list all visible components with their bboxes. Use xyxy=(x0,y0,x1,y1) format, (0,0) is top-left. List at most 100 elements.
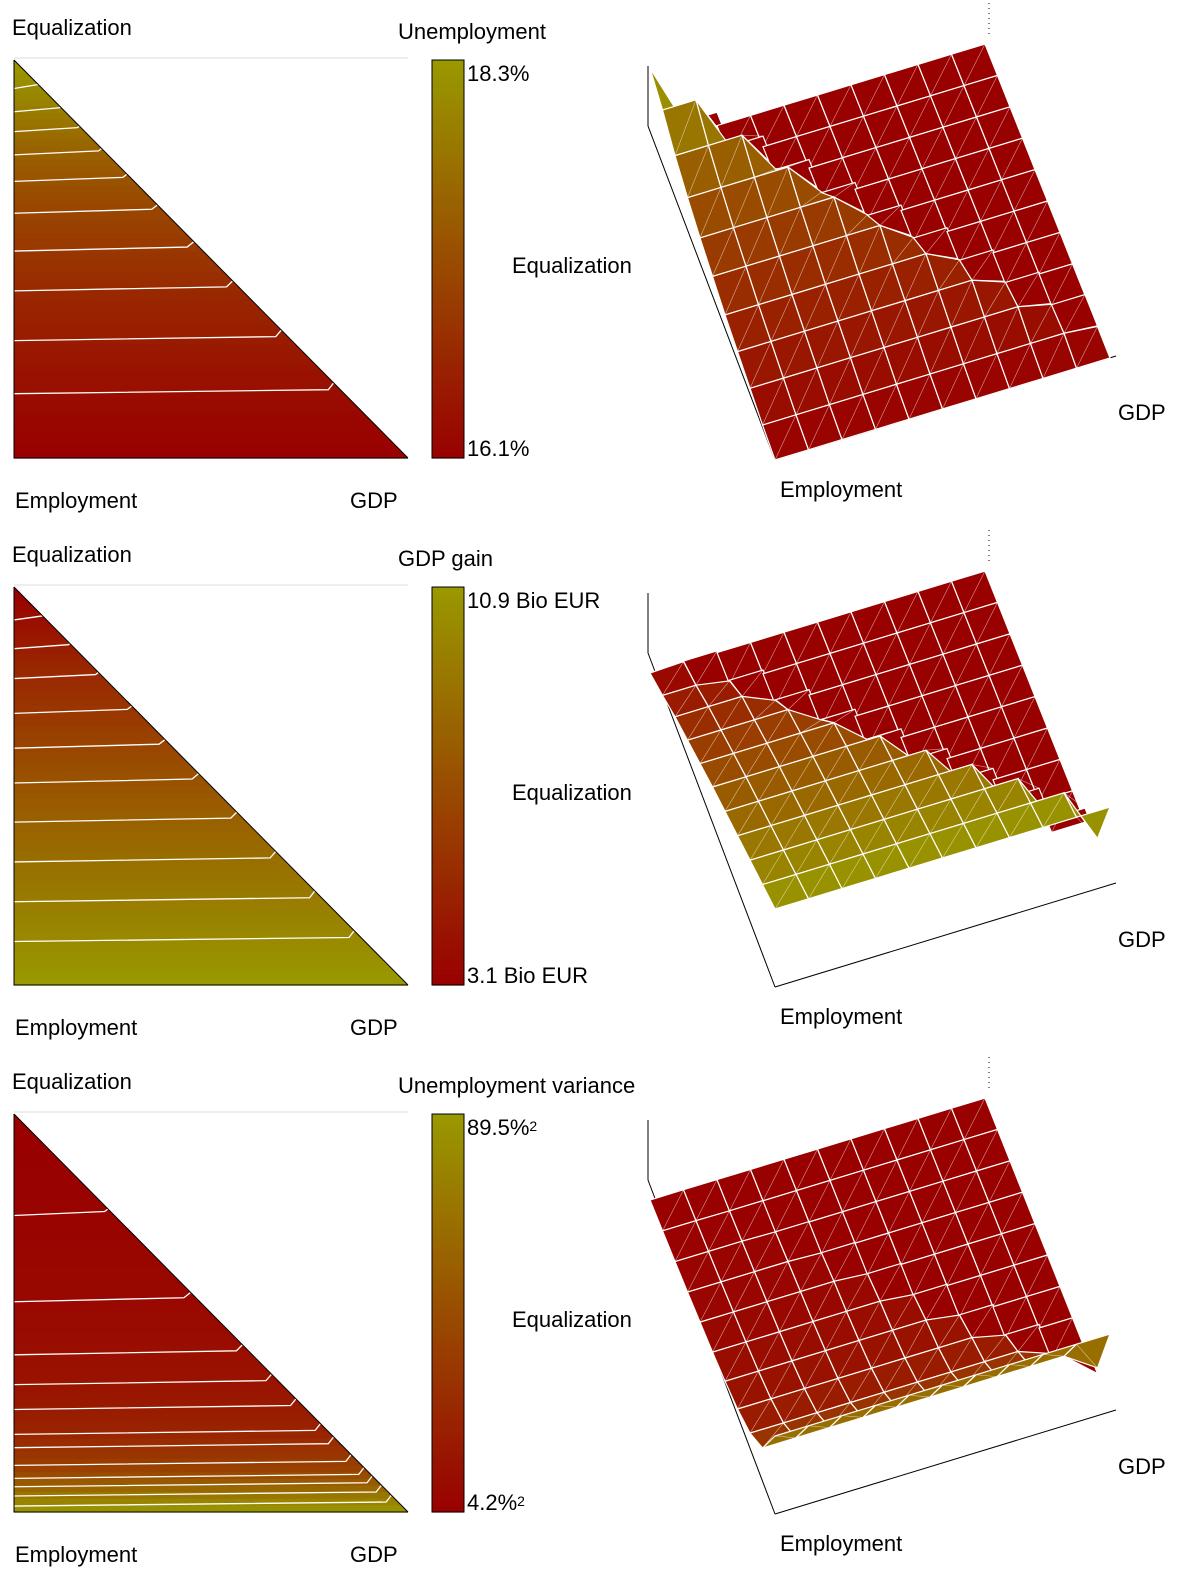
heatmap-cell xyxy=(14,965,395,973)
heatmap-cell xyxy=(14,931,363,940)
colorbar-segment xyxy=(432,1158,464,1165)
colorbar-segment xyxy=(432,204,464,210)
colorbar-segment xyxy=(432,656,464,663)
contour-line xyxy=(13,144,107,156)
surface-cell-diagonal xyxy=(971,1304,994,1338)
heatmap-cell xyxy=(14,159,120,167)
colorbar-segment xyxy=(432,1447,464,1453)
contour-line xyxy=(13,104,64,113)
heatmap-cell xyxy=(14,786,218,794)
heatmap-cell xyxy=(14,325,284,333)
heatmap-cell xyxy=(14,1412,317,1420)
surface-cell-diagonal xyxy=(804,284,826,332)
surface-cell-diagonal xyxy=(959,221,981,264)
surface-cell-diagonal xyxy=(724,266,747,316)
surface-cell-diagonal xyxy=(766,709,789,744)
colorbar-segment xyxy=(432,955,464,961)
surface-cell-diagonal xyxy=(892,237,914,265)
surface-cell-diagonal xyxy=(733,177,755,228)
heatmap-cell xyxy=(14,265,225,273)
surface-cell-diagonal xyxy=(930,54,952,96)
surface-cell-diagonal xyxy=(950,280,973,328)
surface-cell-diagonal xyxy=(938,259,960,291)
ternary-hypotenuse xyxy=(13,59,409,459)
surface-cell-diagonal xyxy=(1038,759,1061,802)
heatmap-cell xyxy=(14,1286,192,1294)
heatmap-cell xyxy=(14,1465,369,1473)
heatmap-cell xyxy=(14,620,54,628)
heatmap-cell xyxy=(14,119,80,127)
colorbar-segment xyxy=(432,786,464,792)
ternary-hypotenuse xyxy=(13,1113,409,1513)
colorbar-segment xyxy=(432,741,464,747)
surface-cell-diagonal xyxy=(879,1263,902,1302)
colorbar-segment xyxy=(432,1253,464,1259)
colorbar-segment xyxy=(432,731,464,737)
surface-cell-diagonal xyxy=(783,1388,805,1424)
colorbar-segment xyxy=(432,1502,464,1508)
colorbar-segment xyxy=(432,1482,464,1488)
colorbar-segment xyxy=(432,945,464,951)
heatmap-cell xyxy=(14,305,264,313)
surface-cell-diagonal xyxy=(816,320,839,369)
surface-cell-diagonal xyxy=(896,64,919,107)
colorbar-min-label: 3.1 Bio EUR xyxy=(467,963,589,988)
surface-cell-diagonal xyxy=(879,728,902,737)
colorbar-segment xyxy=(432,850,464,857)
heatmap-cell xyxy=(14,666,100,674)
colorbar-segment xyxy=(432,766,464,772)
surface-cell-diagonal xyxy=(1063,294,1086,334)
heatmap-cell xyxy=(14,978,408,986)
surface-cell-diagonal xyxy=(971,249,994,281)
surface-cell-diagonal xyxy=(795,367,818,415)
heatmap-cell xyxy=(14,371,330,379)
contour-line xyxy=(13,1455,374,1480)
colorbar-segment xyxy=(432,1168,464,1175)
colorbar-segment xyxy=(432,159,464,166)
colorbar-segment xyxy=(432,124,464,131)
surface-left-label: Equalization xyxy=(512,780,632,805)
colorbar-segment xyxy=(432,358,464,365)
surface-cell-diagonal xyxy=(733,719,755,754)
colorbar-segment xyxy=(432,651,464,658)
heatmap-cell xyxy=(14,1246,152,1254)
surface-cell-diagonal xyxy=(976,75,998,118)
heatmap-cell xyxy=(14,199,159,207)
surface-cell-diagonal xyxy=(846,214,868,236)
surface-cell-diagonal xyxy=(938,1314,960,1348)
colorbar-segment xyxy=(432,273,464,280)
surface-cell-diagonal xyxy=(996,778,1019,814)
surface-cell-diagonal xyxy=(800,719,822,734)
colorbar-segment xyxy=(432,403,464,409)
heatmap-cell xyxy=(14,912,343,920)
surface-cell-diagonal xyxy=(988,106,1011,149)
colorbar-segment xyxy=(432,1233,464,1239)
heatmap-cell xyxy=(14,1133,41,1142)
contour-line xyxy=(13,668,104,680)
heatmap-cell xyxy=(14,1352,257,1361)
colorbar-segment xyxy=(432,428,464,434)
colorbar-segment xyxy=(432,825,464,832)
colorbar-segment xyxy=(432,930,464,936)
surface-cell-diagonal xyxy=(674,99,697,156)
colorbar-segment xyxy=(432,1313,464,1319)
colorbar-segment xyxy=(432,626,464,633)
surface-cell-diagonal xyxy=(963,1097,986,1140)
surface-cell-diagonal xyxy=(1001,665,1023,707)
contour-line xyxy=(13,701,138,715)
surface-cell-diagonal xyxy=(921,127,944,169)
heatmap-cell xyxy=(14,885,317,893)
colorbar-segment xyxy=(432,199,464,205)
heatmap-cell xyxy=(14,1492,395,1500)
heatmap-cell xyxy=(14,593,28,601)
colorbar-segment xyxy=(432,830,464,837)
contour-line xyxy=(13,199,165,214)
colorbar-segment xyxy=(432,1437,464,1443)
colorbar-segment xyxy=(432,443,464,449)
colorbar-segment xyxy=(432,721,464,727)
heatmap-cell xyxy=(14,892,323,900)
surface-cell-diagonal xyxy=(699,729,722,764)
colorbar-segment xyxy=(432,278,464,285)
surface-cell-diagonal xyxy=(758,766,780,802)
colorbar-segment xyxy=(432,875,464,882)
